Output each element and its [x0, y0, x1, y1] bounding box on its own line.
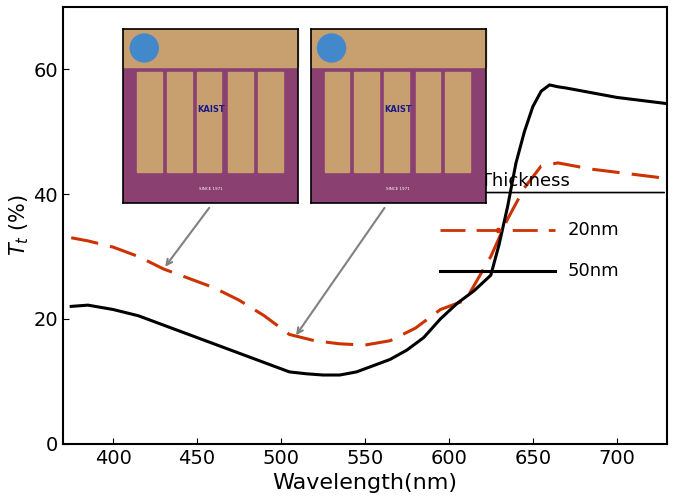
X-axis label: Wavelength(nm): Wavelength(nm) [272, 473, 458, 493]
Text: 50nm: 50nm [568, 262, 619, 280]
Text: ZnS Thickness: ZnS Thickness [441, 172, 570, 190]
Y-axis label: $T_t$ (%): $T_t$ (%) [7, 194, 30, 256]
Text: 20nm: 20nm [568, 220, 619, 238]
